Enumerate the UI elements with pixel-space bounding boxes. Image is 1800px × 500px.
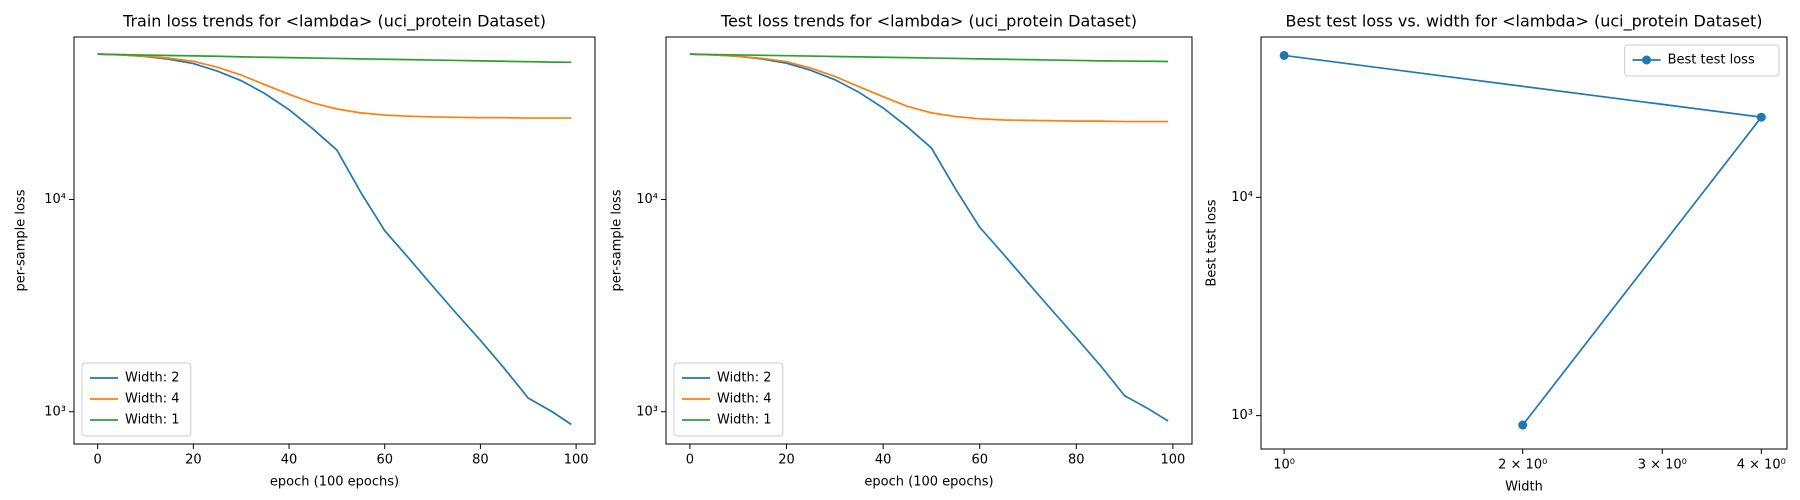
legend-box (1624, 44, 1780, 77)
x-tick-label: 40 (875, 453, 892, 468)
y-axis-label: per-sample loss (14, 189, 29, 291)
x-tick-label: 60 (376, 453, 393, 468)
legend: Best test loss (1624, 44, 1780, 77)
x-tick-label: 20 (185, 453, 202, 468)
series-line (689, 53, 1169, 422)
x-tick-label: 4 × 10⁰ (1737, 458, 1786, 473)
y-tick-label: 10⁴ (44, 192, 66, 207)
x-tick-label: 0 (686, 453, 694, 468)
y-tick-label: 10³ (44, 404, 66, 419)
x-tick-label: 2 × 10⁰ (1498, 458, 1547, 473)
legend: Width: 2 Width: 4 Width: 1 (673, 362, 784, 437)
x-tick-label: 0 (94, 453, 102, 468)
y-axis-label: Best test loss (1205, 199, 1220, 286)
legend-label: Best test loss (1668, 53, 1755, 68)
axes-frame (73, 36, 596, 445)
y-tick-label: 10³ (636, 404, 658, 419)
legend-box (673, 362, 784, 437)
x-tick-label: 10⁰ (1273, 458, 1295, 473)
x-tick-label: 60 (971, 453, 988, 468)
chart-title: Test loss trends for <lambda> (uci_prote… (720, 12, 1137, 32)
series-line (689, 53, 1169, 123)
legend-label: Width: 1 (125, 413, 180, 428)
legend: Width: 2 Width: 4 Width: 1 (81, 362, 192, 437)
chart-title: Train loss trends for <lambda> (uci_prot… (122, 12, 546, 32)
x-tick-label: 100 (1161, 453, 1186, 468)
subplot: Best test loss vs. width for <lambda> (u… (1205, 12, 1788, 495)
y-tick-label: 10⁴ (1231, 190, 1253, 205)
x-axis-label: Width (1505, 480, 1543, 495)
legend-box (81, 362, 192, 437)
x-tick-label: 80 (472, 453, 489, 468)
data-point (1518, 420, 1528, 430)
subplot: Train loss trends for <lambda> (uci_prot… (14, 12, 596, 490)
legend-label: Width: 2 (717, 371, 772, 386)
series-line (97, 53, 572, 119)
chart-title: Best test loss vs. width for <lambda> (u… (1286, 12, 1763, 32)
axes-frame (1260, 36, 1788, 450)
x-tick-label: 20 (778, 453, 795, 468)
subplot: Test loss trends for <lambda> (uci_prote… (610, 12, 1193, 490)
y-tick-label: 10⁴ (636, 192, 658, 207)
y-tick-label: 10³ (1231, 408, 1253, 423)
data-point (1756, 112, 1766, 122)
legend-label: Width: 4 (125, 392, 180, 407)
x-axis-label: epoch (100 epochs) (270, 475, 399, 490)
x-tick-label: 40 (281, 453, 298, 468)
legend-label: Width: 1 (717, 413, 772, 428)
series-line (97, 53, 572, 426)
series-line (1284, 54, 1763, 426)
series-line (97, 53, 572, 64)
legend-label: Width: 2 (125, 371, 180, 386)
axes-frame (665, 36, 1193, 445)
data-point (1279, 50, 1289, 60)
legend-label: Width: 4 (717, 392, 772, 407)
x-axis-label: epoch (100 epochs) (864, 475, 993, 490)
legend-marker (1642, 55, 1652, 65)
x-tick-label: 100 (564, 453, 589, 468)
x-tick-label: 3 × 10⁰ (1638, 458, 1687, 473)
x-tick-label: 80 (1068, 453, 1085, 468)
series-line (689, 53, 1169, 63)
y-axis-label: per-sample loss (610, 189, 625, 291)
